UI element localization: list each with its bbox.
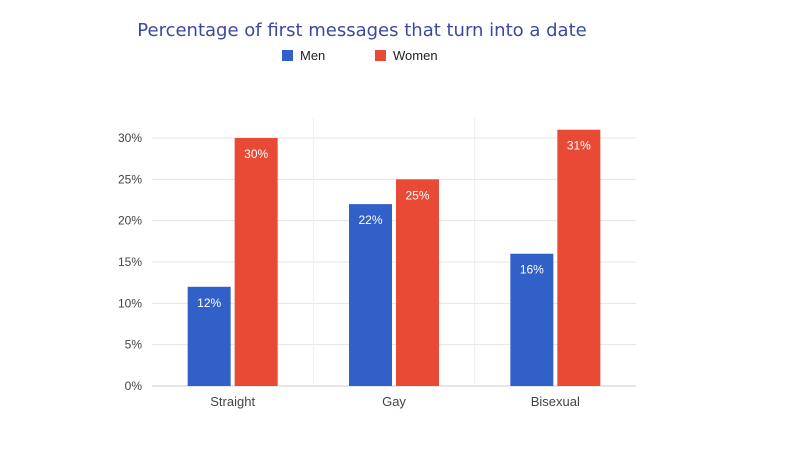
y-tick-label: 25%: [118, 172, 142, 186]
x-axis-categories: Straight Gay Bisexual: [210, 394, 580, 409]
gridlines: [152, 118, 636, 387]
bar-women-straight: [234, 138, 278, 386]
data-label: 25%: [405, 188, 429, 202]
y-tick-label: 15%: [118, 255, 142, 269]
bar-men-gay: [349, 204, 392, 386]
bar-men-straight: [187, 286, 231, 386]
y-tick-label: 20%: [118, 214, 142, 228]
x-category-label: Straight: [210, 394, 255, 409]
y-axis-ticks: 0% 5% 10% 15% 20% 25% 30%: [118, 131, 142, 393]
data-label: 30%: [244, 147, 268, 161]
x-category-label: Gay: [382, 394, 406, 409]
legend-swatch-women: [375, 50, 386, 61]
bar-men-bisexual: [510, 253, 554, 386]
bars: [187, 129, 601, 386]
legend-swatch-men: [282, 50, 293, 61]
data-label: 22%: [358, 213, 382, 227]
y-tick-label: 0%: [125, 379, 143, 393]
legend: Men Women: [282, 48, 438, 63]
chart-title: Percentage of first messages that turn i…: [137, 20, 586, 41]
legend-label-women: Women: [393, 48, 438, 63]
legend-label-men: Men: [300, 48, 325, 63]
y-tick-label: 5%: [125, 338, 143, 352]
data-label: 16%: [520, 263, 544, 277]
bar-women-bisexual: [557, 129, 601, 386]
data-labels: 12% 30% 22% 25% 16% 31%: [197, 139, 591, 310]
y-tick-label: 30%: [118, 131, 142, 145]
bar-women-gay: [396, 179, 439, 386]
x-category-label: Bisexual: [531, 394, 580, 409]
y-tick-label: 10%: [118, 296, 142, 310]
data-label: 31%: [567, 139, 591, 153]
data-label: 12%: [197, 296, 221, 310]
